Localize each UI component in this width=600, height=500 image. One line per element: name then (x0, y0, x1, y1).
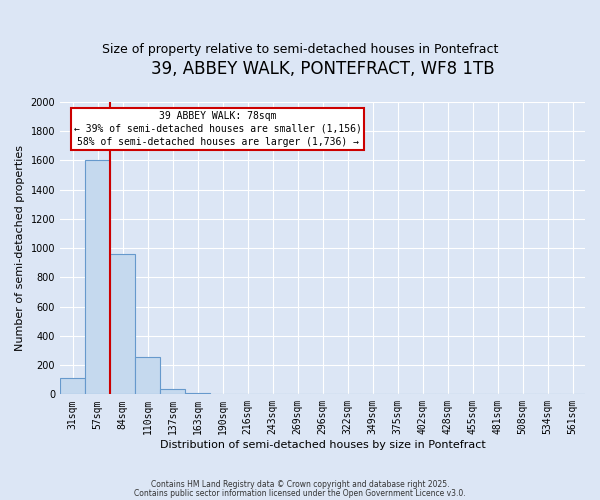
X-axis label: Distribution of semi-detached houses by size in Pontefract: Distribution of semi-detached houses by … (160, 440, 485, 450)
Title: 39, ABBEY WALK, PONTEFRACT, WF8 1TB: 39, ABBEY WALK, PONTEFRACT, WF8 1TB (151, 60, 494, 78)
Text: Contains public sector information licensed under the Open Government Licence v3: Contains public sector information licen… (134, 488, 466, 498)
Bar (85, 160, 110, 394)
Text: 39 ABBEY WALK: 78sqm
← 39% of semi-detached houses are smaller (1,156)
58% of se: 39 ABBEY WALK: 78sqm ← 39% of semi-detac… (74, 110, 361, 147)
Text: Size of property relative to semi-detached houses in Pontefract: Size of property relative to semi-detach… (102, 42, 498, 56)
Bar (185, 393, 210, 394)
Bar (60, 378, 85, 394)
Y-axis label: Number of semi-detached properties: Number of semi-detached properties (15, 145, 25, 351)
Bar (110, 254, 135, 394)
Bar (160, 389, 185, 394)
Bar (135, 357, 160, 395)
Text: Contains HM Land Registry data © Crown copyright and database right 2025.: Contains HM Land Registry data © Crown c… (151, 480, 449, 489)
